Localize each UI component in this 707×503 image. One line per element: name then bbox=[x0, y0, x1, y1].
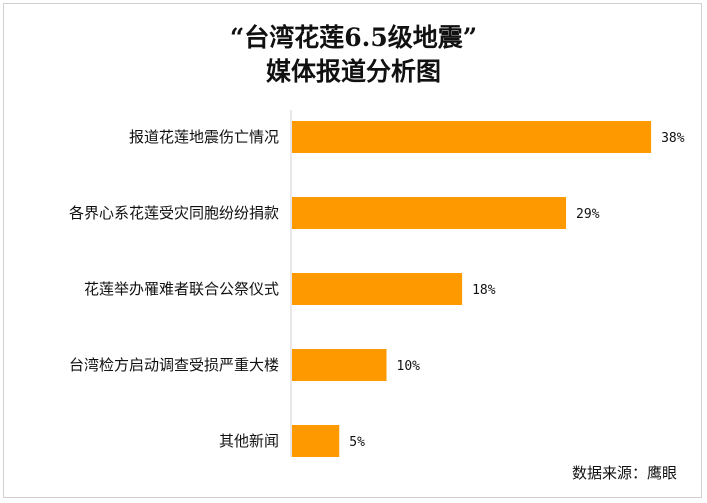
data-label: 18% bbox=[472, 283, 496, 298]
bar bbox=[292, 197, 567, 229]
bar bbox=[292, 273, 463, 305]
bar bbox=[292, 425, 340, 457]
bar bbox=[292, 349, 387, 381]
category-label: 台湾检方启动调查受损严重大楼 bbox=[69, 356, 279, 374]
chart-frame bbox=[3, 3, 702, 498]
data-source: 数据来源：鹰眼 bbox=[571, 464, 677, 482]
data-label: 5% bbox=[349, 435, 365, 450]
category-label: 报道花莲地震伤亡情况 bbox=[129, 128, 279, 146]
chart-title-line2: 媒体报道分析图 bbox=[265, 57, 441, 86]
data-label: 29% bbox=[576, 207, 600, 222]
bar bbox=[292, 121, 652, 153]
data-label: 38% bbox=[661, 131, 685, 146]
category-label: 各界心系花莲受灾同胞纷纷捐款 bbox=[69, 204, 279, 222]
category-label: 花莲举办罹难者联合公祭仪式 bbox=[84, 280, 279, 298]
chart-title-line1: “台湾花莲6.5级地震” bbox=[229, 23, 478, 52]
category-label: 其他新闻 bbox=[219, 432, 279, 450]
data-label: 10% bbox=[397, 359, 421, 374]
